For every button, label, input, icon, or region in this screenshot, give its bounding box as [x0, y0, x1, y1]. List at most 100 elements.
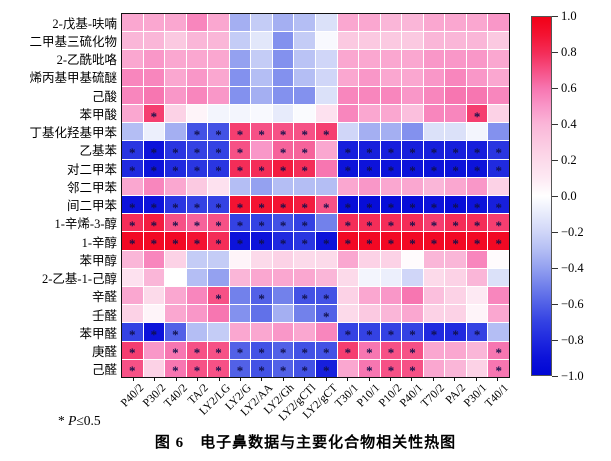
- heatmap-cell: [229, 177, 251, 195]
- x-tick: [154, 378, 156, 381]
- heatmap-cell: *: [380, 232, 402, 250]
- heatmap-cell: [380, 268, 402, 286]
- row-label: 2-乙酰吡咯: [56, 53, 117, 68]
- heatmap-cell: [337, 105, 359, 123]
- heatmap-cell: *: [165, 159, 186, 177]
- heatmap-cell: *: [208, 287, 229, 305]
- heatmap-cell: [380, 14, 402, 32]
- heatmap-cell: *: [359, 359, 380, 377]
- significance-threshold: ≤0.5: [76, 413, 101, 428]
- colorbar-tick-label: 0.0: [561, 189, 577, 203]
- row-label: 苯甲醛: [79, 326, 117, 341]
- heatmap-cell: [186, 14, 208, 32]
- heatmap-cell: [380, 86, 402, 104]
- heatmap-cell: [208, 50, 229, 68]
- col-label: P40/2: [119, 382, 147, 410]
- heatmap-cell: *: [423, 141, 445, 159]
- heatmap-cell: [294, 68, 315, 86]
- heatmap-cell: [122, 305, 143, 323]
- heatmap-cell: *: [229, 159, 251, 177]
- heatmap-cell: [445, 287, 466, 305]
- heatmap-cell: [229, 50, 251, 68]
- col-label: T40/1: [483, 382, 512, 410]
- heatmap-cell: *: [315, 123, 337, 141]
- heatmap-cell: *: [380, 159, 402, 177]
- heatmap-cell: *: [251, 196, 272, 214]
- heatmap-cell: *: [122, 341, 143, 359]
- heatmap-cell: [143, 305, 165, 323]
- heatmap-cell: [251, 268, 272, 286]
- heatmap-cell: [359, 32, 380, 50]
- heatmap-cell: [208, 14, 229, 32]
- heatmap-cell: [122, 50, 143, 68]
- row-label: 己酸: [91, 89, 117, 104]
- heatmap-cell: [380, 105, 402, 123]
- colorbar-tick-label: −0.8: [561, 333, 584, 347]
- heatmap-cell: [402, 50, 423, 68]
- colorbar-tick-label: −0.6: [561, 297, 584, 311]
- x-tick: [261, 378, 263, 381]
- heatmap-cell: [251, 105, 272, 123]
- heatmap-cell: [165, 50, 186, 68]
- heatmap-cell: [122, 177, 143, 195]
- heatmap-cell: [445, 341, 466, 359]
- colorbar-tick: [552, 88, 558, 89]
- heatmap-cell: [229, 268, 251, 286]
- heatmap-cell: [380, 305, 402, 323]
- x-tick: [454, 378, 456, 381]
- heatmap-cell: [445, 14, 466, 32]
- heatmap-cell: *: [122, 141, 143, 159]
- heatmap-cell: *: [165, 196, 186, 214]
- heatmap-cell: [208, 105, 229, 123]
- heatmap-cell: *: [186, 196, 208, 214]
- heatmap-cell: [445, 105, 466, 123]
- heatmap-cell: [445, 123, 466, 141]
- heatmap-cell: [229, 287, 251, 305]
- x-tick: [390, 378, 392, 381]
- heatmap-cell: [208, 268, 229, 286]
- heatmap-cell: *: [208, 341, 229, 359]
- colorbar-gradient: [531, 16, 552, 376]
- heatmap-cell: *: [337, 141, 359, 159]
- row-label: 乙基苯: [79, 144, 117, 159]
- heatmap-cell: [402, 287, 423, 305]
- heatmap-cell: *: [143, 214, 165, 232]
- heatmap-cell: *: [294, 214, 315, 232]
- heatmap-cell: *: [337, 232, 359, 250]
- heatmap-cell: *: [143, 105, 165, 123]
- heatmap-cell: [380, 123, 402, 141]
- heatmap-cell: [186, 250, 208, 268]
- heatmap-cell: *: [337, 214, 359, 232]
- heatmap-cell: *: [122, 232, 143, 250]
- colorbar-tick: [552, 304, 558, 305]
- row-label: 2-戊基-呋喃: [52, 16, 117, 31]
- heatmap-cell: *: [402, 341, 423, 359]
- heatmap-cell: *: [272, 141, 294, 159]
- heatmap-cell: [423, 359, 445, 377]
- x-tick: [304, 378, 306, 381]
- heatmap-cell: *: [143, 141, 165, 159]
- x-tick: [497, 378, 499, 381]
- x-tick: [175, 378, 177, 381]
- heatmap-cell: [445, 359, 466, 377]
- heatmap-cell: *: [466, 105, 488, 123]
- heatmap-cell: *: [272, 196, 294, 214]
- heatmap-cell: *: [337, 196, 359, 214]
- heatmap-cell: [466, 250, 488, 268]
- heatmap-cell: [445, 68, 466, 86]
- heatmap-cell: [466, 50, 488, 68]
- heatmap-cell: *: [294, 341, 315, 359]
- heatmap-cell: [186, 68, 208, 86]
- col-label: T70/2: [418, 382, 447, 410]
- heatmap-cell: *: [165, 341, 186, 359]
- heatmap-cell: [423, 86, 445, 104]
- x-tick: [239, 378, 241, 381]
- x-tick: [218, 378, 220, 381]
- heatmap-cell: [251, 86, 272, 104]
- heatmap-cell: *: [186, 341, 208, 359]
- heatmap-cell: *: [466, 323, 488, 341]
- colorbar-tick: [552, 160, 558, 161]
- heatmap-cell: [272, 268, 294, 286]
- heatmap-cell: [251, 141, 272, 159]
- significance-note: * P≤0.5: [58, 413, 101, 429]
